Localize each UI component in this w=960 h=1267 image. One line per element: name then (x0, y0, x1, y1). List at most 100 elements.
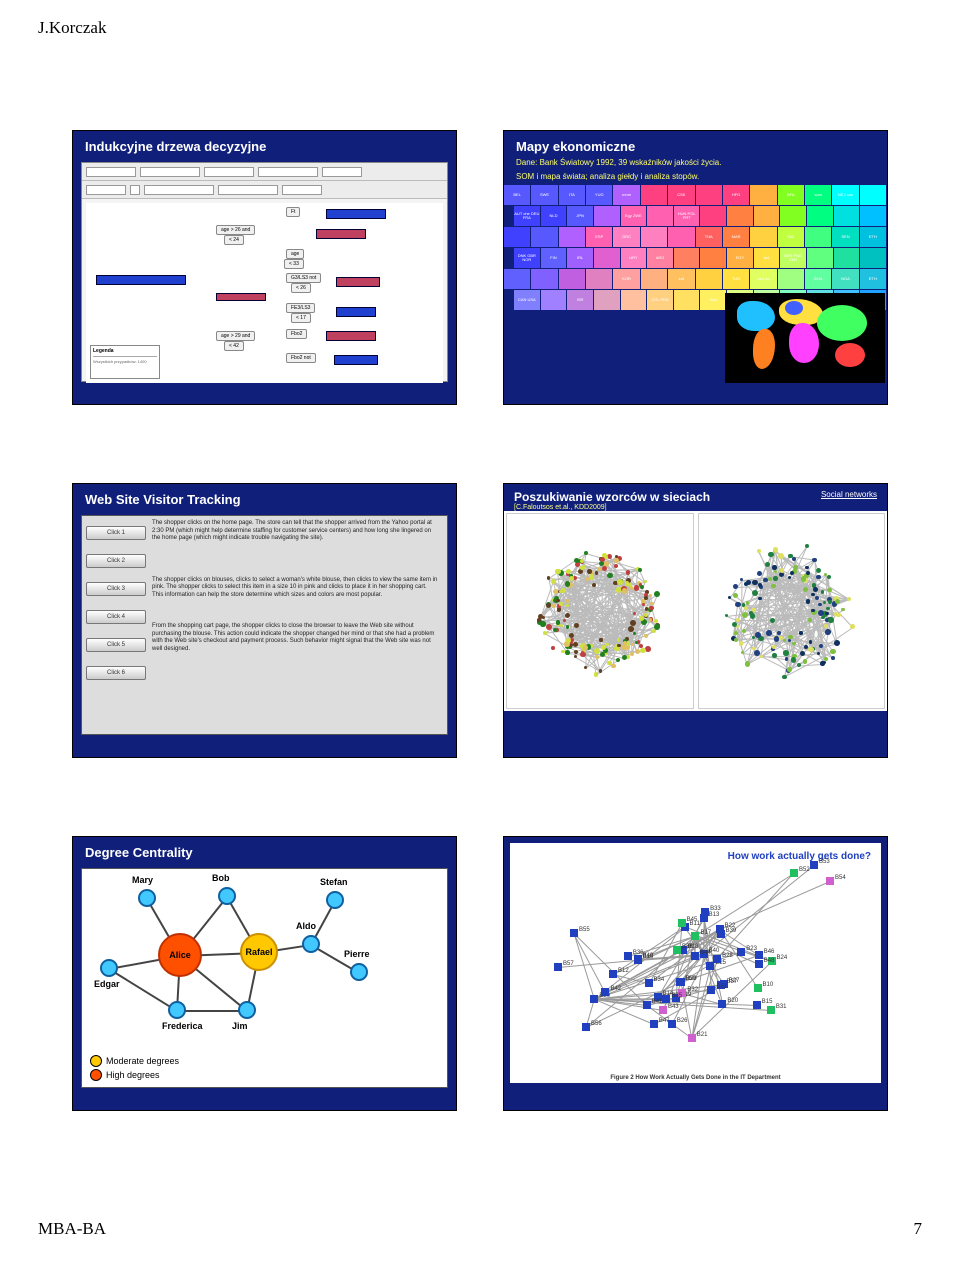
hex-cell (531, 269, 557, 289)
org-node (688, 1034, 696, 1042)
person-node-mary (138, 889, 156, 907)
hex-cell: NLD (541, 206, 567, 226)
hex-cell: NGA (832, 269, 858, 289)
hex-cell: DNK GBR NOR (514, 248, 540, 268)
hex-cell: IRL (567, 248, 593, 268)
hex-cell: Sau (700, 290, 726, 310)
org-node (691, 952, 699, 960)
hex-cell (586, 269, 612, 289)
slide2-sub2: SOM i mapa świata; analiza giełdy i anal… (504, 172, 887, 186)
hex-cell (594, 206, 620, 226)
how-work-note: How work actually gets done? (728, 851, 871, 863)
person-label-stefan: Stefan (320, 877, 348, 887)
hex-cell: HUN POL PRT (674, 206, 700, 226)
hex-cell (674, 248, 700, 268)
person-node-frederica (168, 1001, 186, 1019)
slide4-sub: [C.Faloutsos et.al., KDD2009] (514, 504, 821, 511)
hex-cell (778, 269, 804, 289)
centrality-diagram: Moderate degrees High degrees MaryBobSte… (81, 868, 448, 1088)
slides-grid: Indukcyjne drzewa decyzyjne Ft age > 26 … (72, 130, 888, 1111)
org-node (643, 1001, 651, 1009)
hex-cell: JPN (567, 206, 593, 226)
click-5-button[interactable]: Click 5 (86, 638, 146, 652)
org-node (701, 908, 709, 916)
person-node-aldo (302, 935, 320, 953)
org-node (767, 1006, 775, 1014)
slide4-body (504, 511, 887, 711)
hex-cell (754, 206, 780, 226)
org-node (676, 978, 684, 986)
click-3-button[interactable]: Click 3 (86, 582, 146, 596)
hex-cell: Egy ZWE (621, 206, 647, 226)
org-node (678, 919, 686, 927)
person-label-frederica: Frederica (162, 1021, 203, 1031)
hex-cell (504, 227, 530, 247)
page-header: J.Korczak (38, 18, 106, 38)
hex-cell (594, 290, 620, 310)
person-node-pierre (350, 963, 368, 981)
hex-cell (668, 227, 694, 247)
slide4-title: Poszukiwanie wzorców w sieciach (514, 490, 821, 504)
hex-cell: SWE (531, 185, 557, 205)
centrality-legend: Moderate degrees High degrees (90, 1053, 179, 1081)
hex-cell: CSK (668, 185, 694, 205)
org-node (790, 869, 798, 877)
click-4-button[interactable]: Click 4 (86, 610, 146, 624)
hex-cell (594, 248, 620, 268)
person-label-edgar: Edgar (94, 979, 120, 989)
slide3-body: Click 1 Click 2 Click 3 Click 4 Click 5 … (81, 515, 448, 735)
slide-decision-trees: Indukcyjne drzewa decyzyjne Ft age > 26 … (72, 130, 457, 405)
hex-cell (750, 227, 776, 247)
org-node (673, 946, 681, 954)
hex-cell (780, 206, 806, 226)
org-node (707, 986, 715, 994)
hex-cell (700, 248, 726, 268)
slide1-legend: Legenda Wszystkich przypadków: 1400 (90, 345, 160, 379)
hex-cell: BEL (504, 185, 530, 205)
hex-cell (700, 206, 726, 226)
hex-cell: zaf (668, 269, 694, 289)
hex-cell (807, 248, 833, 268)
hex-cell (696, 269, 722, 289)
click-2-button[interactable]: Click 2 (86, 554, 146, 568)
legend-moderate: Moderate degrees (106, 1056, 179, 1066)
hex-cell: EGY (727, 248, 753, 268)
person-node-alice: Alice (158, 933, 202, 977)
org-node (706, 962, 714, 970)
org-node (737, 948, 745, 956)
network-graph-right (698, 513, 886, 709)
social-networks-label: Social networks (821, 490, 877, 499)
hex-cell: NEJ sns (832, 185, 858, 205)
hex-cell: SEN (832, 227, 858, 247)
hex-cell (727, 206, 753, 226)
hex-cell: ISR (567, 290, 593, 310)
click-buttons-column: Click 1 Click 2 Click 3 Click 4 Click 5 … (86, 520, 146, 730)
hex-cell: GRC (613, 227, 639, 247)
hex-cell: ESP (586, 227, 612, 247)
hex-cell: URY (621, 248, 647, 268)
person-node-jim (238, 1001, 256, 1019)
hex-cell (807, 206, 833, 226)
hex-cell: YUG (586, 185, 612, 205)
hex-cell (805, 227, 831, 247)
tracking-descriptions: The shopper clicks on the home page. The… (152, 520, 443, 730)
hex-cell: ETH (860, 269, 886, 289)
org-node (554, 963, 562, 971)
network-graph-left (506, 513, 694, 709)
org-node (650, 1020, 658, 1028)
org-node (810, 861, 818, 869)
figure-caption: Figure 2 How Work Actually Gets Done in … (610, 1075, 780, 1081)
hex-cell (834, 248, 860, 268)
slide-how-work-done: How work actually gets done? Figure 2 Ho… (503, 836, 888, 1111)
org-node (826, 877, 834, 885)
hex-cell: THA (696, 227, 722, 247)
hex-cell (860, 248, 886, 268)
hex-cell: BEN PNG ZAR (780, 248, 806, 268)
click-6-button[interactable]: Click 6 (86, 666, 146, 680)
person-node-stefan (326, 891, 344, 909)
hex-cell (834, 206, 860, 226)
click-1-button[interactable]: Click 1 (86, 526, 146, 540)
slide-economic-maps: Mapy ekonomiczne Dane: Bank Światowy 199… (503, 130, 888, 405)
slide2-body: BELSWEITAYUGmnmCSKHFGBFAsomNEJ snsAUT ch… (504, 185, 887, 385)
hex-cell (531, 227, 557, 247)
